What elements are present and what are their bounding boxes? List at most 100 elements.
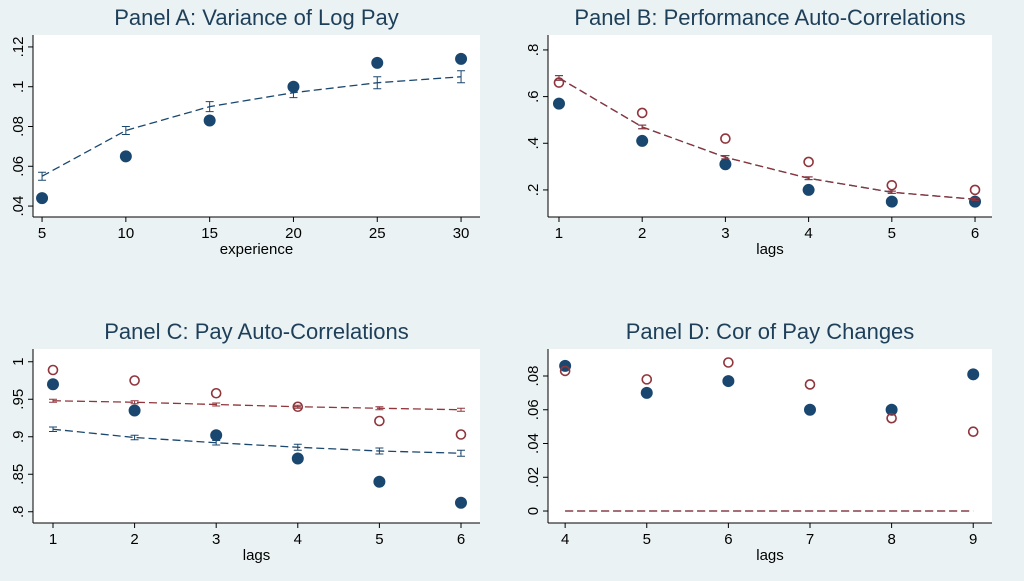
marker bbox=[723, 357, 734, 368]
marker bbox=[803, 156, 814, 168]
marker bbox=[203, 114, 216, 127]
y-tick-label: .6 bbox=[525, 90, 542, 103]
marker bbox=[967, 368, 980, 381]
marker bbox=[885, 195, 898, 208]
marker bbox=[129, 375, 140, 386]
error-bar bbox=[130, 434, 139, 441]
y-tick-label: 0 bbox=[525, 507, 542, 515]
marker bbox=[373, 475, 386, 488]
marker bbox=[886, 179, 898, 191]
y-tick-label: 1 bbox=[10, 358, 27, 366]
x-tick-label: 1 bbox=[555, 225, 563, 242]
marker bbox=[559, 365, 571, 377]
x-tick-label: 3 bbox=[212, 531, 220, 548]
marker bbox=[969, 184, 981, 196]
error-bar bbox=[456, 407, 465, 412]
x-tick-label: 10 bbox=[118, 225, 135, 242]
x-axis-label: lags bbox=[756, 241, 784, 258]
y-tick-label: .06 bbox=[525, 399, 542, 420]
y-tick-label: .12 bbox=[10, 37, 27, 58]
error-bar bbox=[804, 176, 813, 181]
marker bbox=[454, 496, 467, 509]
error-bar bbox=[457, 70, 466, 84]
error-bar bbox=[212, 440, 221, 446]
marker bbox=[455, 429, 467, 440]
y-tick-label: .1 bbox=[10, 80, 27, 93]
marker bbox=[885, 403, 898, 416]
x-tick-label: 25 bbox=[369, 225, 386, 242]
marker bbox=[374, 415, 385, 427]
marker bbox=[47, 364, 59, 376]
marker bbox=[371, 56, 384, 69]
x-tick-label: 6 bbox=[971, 225, 979, 242]
panel-title: Panel A: Variance of Log Pay bbox=[114, 5, 399, 30]
y-tick-label: .8 bbox=[525, 44, 542, 57]
x-tick-label: 7 bbox=[806, 531, 814, 548]
plot-area bbox=[33, 349, 480, 523]
marker bbox=[210, 429, 223, 442]
marker bbox=[636, 107, 648, 119]
x-tick-label: 4 bbox=[561, 531, 569, 548]
error-bar bbox=[554, 75, 563, 81]
marker bbox=[802, 183, 815, 196]
fit-line bbox=[52, 428, 462, 454]
error-bar bbox=[375, 406, 384, 411]
error-bar bbox=[289, 87, 298, 99]
x-tick-label: 6 bbox=[457, 531, 465, 548]
panel-title: Panel C: Pay Auto-Correlations bbox=[104, 319, 409, 344]
error-bar bbox=[130, 400, 139, 405]
marker bbox=[641, 374, 653, 385]
y-tick-label: .08 bbox=[525, 366, 542, 387]
y-tick-label: .2 bbox=[525, 184, 542, 197]
plot-area bbox=[548, 35, 992, 217]
x-tick-label: 5 bbox=[888, 225, 896, 242]
x-tick-label: 4 bbox=[804, 225, 812, 242]
x-tick-label: 5 bbox=[38, 225, 46, 242]
plot-area bbox=[548, 349, 992, 523]
y-tick-label: .85 bbox=[10, 464, 27, 485]
fit-line bbox=[52, 400, 461, 411]
x-axis-label: lags bbox=[756, 547, 784, 564]
marker bbox=[46, 378, 59, 391]
error-bar bbox=[121, 125, 130, 135]
marker bbox=[719, 158, 732, 171]
x-tick-label: 5 bbox=[643, 531, 651, 548]
error-bar bbox=[375, 447, 384, 455]
error-bar bbox=[971, 197, 980, 201]
y-tick-label: .4 bbox=[525, 137, 542, 150]
x-tick-label: 1 bbox=[49, 531, 57, 548]
x-tick-label: 8 bbox=[887, 531, 895, 548]
marker bbox=[722, 375, 735, 388]
marker bbox=[119, 150, 132, 163]
y-tick-label: .04 bbox=[10, 196, 27, 217]
y-tick-label: .02 bbox=[525, 467, 542, 488]
marker bbox=[128, 404, 141, 417]
panel-title: Panel B: Performance Auto-Correlations bbox=[574, 5, 965, 30]
fit-line bbox=[41, 76, 462, 177]
panel-title: Panel D: Cor of Pay Changes bbox=[626, 319, 915, 344]
marker bbox=[803, 403, 816, 416]
x-tick-label: 15 bbox=[201, 225, 218, 242]
error-bar bbox=[638, 124, 647, 130]
marker bbox=[291, 452, 304, 465]
marker bbox=[967, 426, 979, 437]
error-bar bbox=[48, 426, 57, 432]
x-tick-label: 2 bbox=[130, 531, 138, 548]
x-tick-label: 2 bbox=[638, 225, 646, 242]
x-tick-label: 3 bbox=[721, 225, 729, 242]
x-tick-label: 9 bbox=[969, 531, 977, 548]
marker bbox=[455, 52, 468, 65]
error-bar bbox=[212, 402, 221, 407]
y-tick-label: .95 bbox=[10, 389, 27, 410]
x-tick-label: 30 bbox=[453, 225, 470, 242]
marker bbox=[552, 97, 565, 110]
error-bar bbox=[38, 171, 47, 181]
error-bar bbox=[721, 155, 730, 160]
y-tick-label: .9 bbox=[10, 430, 27, 443]
error-bar bbox=[293, 443, 302, 451]
error-bar bbox=[293, 404, 302, 409]
x-tick-label: 4 bbox=[294, 531, 302, 548]
x-tick-label: 20 bbox=[285, 225, 302, 242]
marker bbox=[36, 192, 49, 205]
